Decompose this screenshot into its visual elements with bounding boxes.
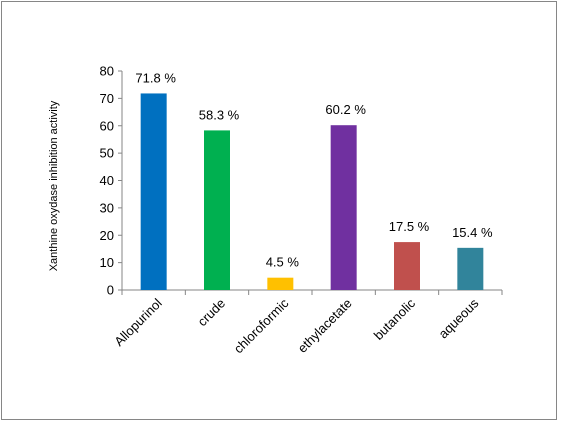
y-tick-label: 80 [100, 64, 114, 79]
y-tick-label: 20 [100, 228, 114, 243]
bar-aqueous [457, 247, 484, 290]
bar-allopurinol [140, 93, 167, 290]
bar-butanolic [394, 242, 420, 290]
data-label: 15.4 % [452, 225, 493, 240]
y-tick-label: 70 [100, 91, 114, 106]
y-tick-label: 30 [100, 200, 114, 215]
y-tick-label: 50 [100, 146, 114, 161]
bar-chloroformic [267, 277, 294, 290]
data-label: 58.3 % [199, 107, 240, 122]
data-label: 60.2 % [325, 102, 366, 117]
chart-border [1, 1, 557, 420]
data-label: 17.5 % [389, 219, 430, 234]
data-label: 71.8 % [135, 70, 176, 85]
data-label: 4.5 % [266, 255, 300, 270]
bar-crude [204, 130, 230, 290]
y-tick-label: 40 [100, 173, 114, 188]
y-tick-label: 60 [100, 118, 114, 133]
y-tick-label: 10 [100, 255, 114, 270]
y-axis-title: Xanthine oxydase inhibition activity [48, 100, 60, 271]
y-tick-label: 0 [107, 283, 114, 298]
bar-ethylacetate [330, 125, 357, 290]
